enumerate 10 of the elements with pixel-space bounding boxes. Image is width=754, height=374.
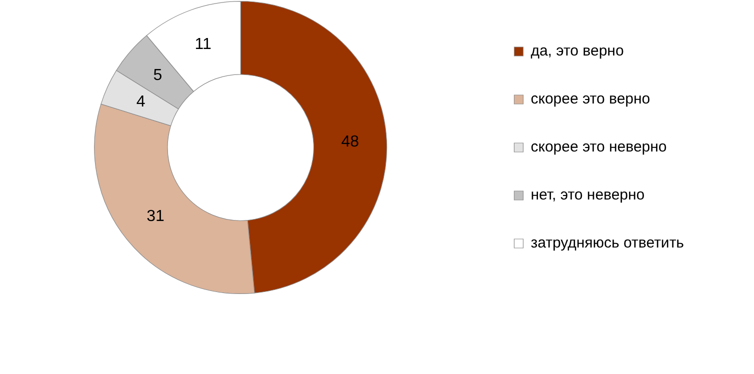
data-label: 48: [341, 134, 360, 151]
legend-label: да, это верно: [530, 42, 624, 60]
data-label: 4: [136, 93, 146, 110]
legend-label: скорее это верно: [530, 90, 650, 108]
data-label: 5: [153, 67, 162, 84]
legend-label: скорее это неверно: [530, 138, 667, 156]
data-label: 11: [194, 36, 212, 53]
legend-label: затрудняюсь ответить: [530, 234, 684, 252]
legend-label: нет, это неверно: [530, 186, 645, 204]
data-label: 31: [146, 208, 164, 226]
